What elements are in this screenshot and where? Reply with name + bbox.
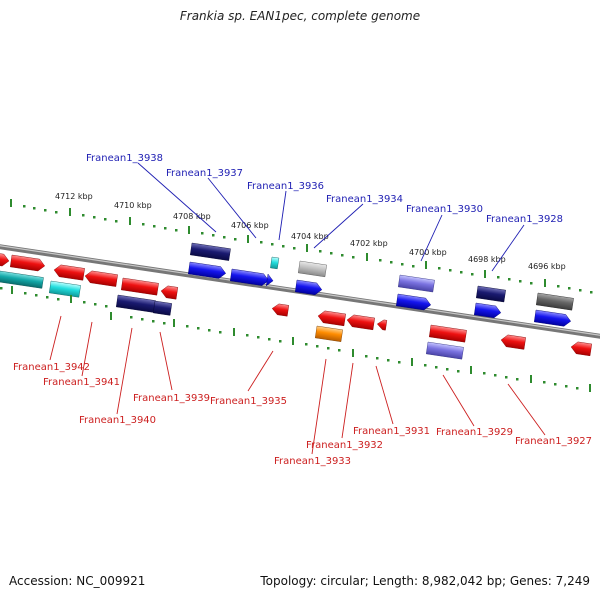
gene-franean1-3938 bbox=[189, 242, 231, 261]
gene-feature bbox=[294, 279, 323, 296]
gene-label-franean1-3942: Franean1_3942 bbox=[13, 362, 90, 373]
gene-label-franean1-3931: Franean1_3931 bbox=[353, 426, 430, 437]
gene-label-franean1-3928: Franean1_3928 bbox=[486, 214, 563, 225]
forward-strand-features bbox=[0, 242, 574, 327]
lower-scale-track bbox=[0, 286, 591, 392]
gene-feature bbox=[535, 292, 574, 311]
gene-label-franean1-3937: Franean1_3937 bbox=[166, 168, 243, 179]
gene-label-franean1-3927: Franean1_3927 bbox=[515, 436, 592, 447]
gene-feature bbox=[570, 341, 593, 357]
scale-label: 4700 kbp bbox=[409, 248, 447, 257]
scale-label: 4712 kbp bbox=[55, 192, 93, 201]
gene-feature bbox=[229, 268, 269, 286]
gene-label-franean1-3932: Franean1_3932 bbox=[306, 440, 383, 451]
gene-feature bbox=[9, 254, 46, 272]
gene-label-franean1-3934: Franean1_3934 bbox=[326, 194, 403, 205]
scale-label: 4704 kbp bbox=[291, 232, 329, 241]
gene-feature bbox=[473, 302, 502, 319]
gene-franean1-3940 bbox=[115, 294, 156, 313]
gene-franean1-3931 bbox=[376, 319, 388, 331]
gene-label-franean1-3941: Franean1_3941 bbox=[43, 377, 120, 388]
gene-feature bbox=[120, 277, 159, 296]
bottom-leader-lines bbox=[49, 315, 546, 455]
gene-feature bbox=[425, 341, 464, 360]
gene-franean1-3928 bbox=[475, 285, 506, 303]
gene-feature bbox=[314, 325, 343, 342]
gene-franean1-3936 bbox=[270, 256, 280, 270]
gene-franean1-3934 bbox=[297, 260, 327, 278]
gene-label-franean1-3940: Franean1_3940 bbox=[79, 415, 156, 426]
scale-label: 4702 kbp bbox=[350, 239, 388, 248]
gene-franean1-3933 bbox=[317, 310, 346, 327]
gene-label-franean1-3933: Franean1_3933 bbox=[274, 456, 351, 467]
gene-feature bbox=[395, 293, 432, 311]
gene-feature bbox=[0, 252, 10, 267]
gene-feature bbox=[84, 270, 118, 287]
gene-franean1-3927 bbox=[500, 334, 526, 350]
scale-label: 4696 kbp bbox=[528, 262, 566, 271]
gene-franean1-3930 bbox=[397, 274, 435, 293]
gene-label-franean1-3936: Franean1_3936 bbox=[247, 181, 324, 192]
top-leader-lines bbox=[137, 162, 525, 272]
gene-label-franean1-3929: Franean1_3929 bbox=[436, 427, 513, 438]
gene-feature bbox=[160, 285, 179, 300]
gene-franean1-3935 bbox=[271, 303, 290, 317]
scale-label: 4698 kbp bbox=[468, 255, 506, 264]
genome-summary-text: Topology: circular; Length: 8,982,042 bp… bbox=[260, 574, 590, 588]
gene-feature bbox=[265, 273, 274, 287]
gene-label-franean1-3935: Franean1_3935 bbox=[210, 396, 287, 407]
accession-text: Accession: NC_009921 bbox=[9, 574, 146, 588]
gene-feature bbox=[48, 280, 81, 298]
upper-scale-track bbox=[10, 199, 593, 294]
gene-franean1-3939 bbox=[152, 300, 173, 316]
scale-label: 4708 kbp bbox=[173, 212, 211, 221]
map-title: Frankia sp. EAN1pec, complete genome bbox=[179, 9, 421, 23]
gene-label-franean1-3939: Franean1_3939 bbox=[133, 393, 210, 404]
gene-franean1-3932 bbox=[346, 314, 375, 331]
top-gene-labels: Franean1_3938 Franean1_3937 Franean1_393… bbox=[86, 153, 563, 225]
gene-franean1-3937 bbox=[187, 261, 226, 279]
gene-label-franean1-3938: Franean1_3938 bbox=[86, 153, 163, 164]
scale-label: 4710 kbp bbox=[114, 201, 152, 210]
bottom-gene-labels: Franean1_3942 Franean1_3941 Franean1_394… bbox=[13, 362, 592, 467]
scale-label: 4706 kbp bbox=[231, 221, 269, 230]
gene-franean1-3929 bbox=[428, 324, 467, 343]
gene-feature bbox=[533, 309, 571, 327]
reverse-strand-features bbox=[115, 294, 593, 360]
scale-labels: 4712 kbp 4710 kbp 4708 kbp 4706 kbp 4704… bbox=[55, 192, 566, 271]
gene-feature bbox=[53, 264, 85, 281]
gene-feature bbox=[0, 270, 44, 289]
gene-label-franean1-3930: Franean1_3930 bbox=[406, 204, 483, 215]
